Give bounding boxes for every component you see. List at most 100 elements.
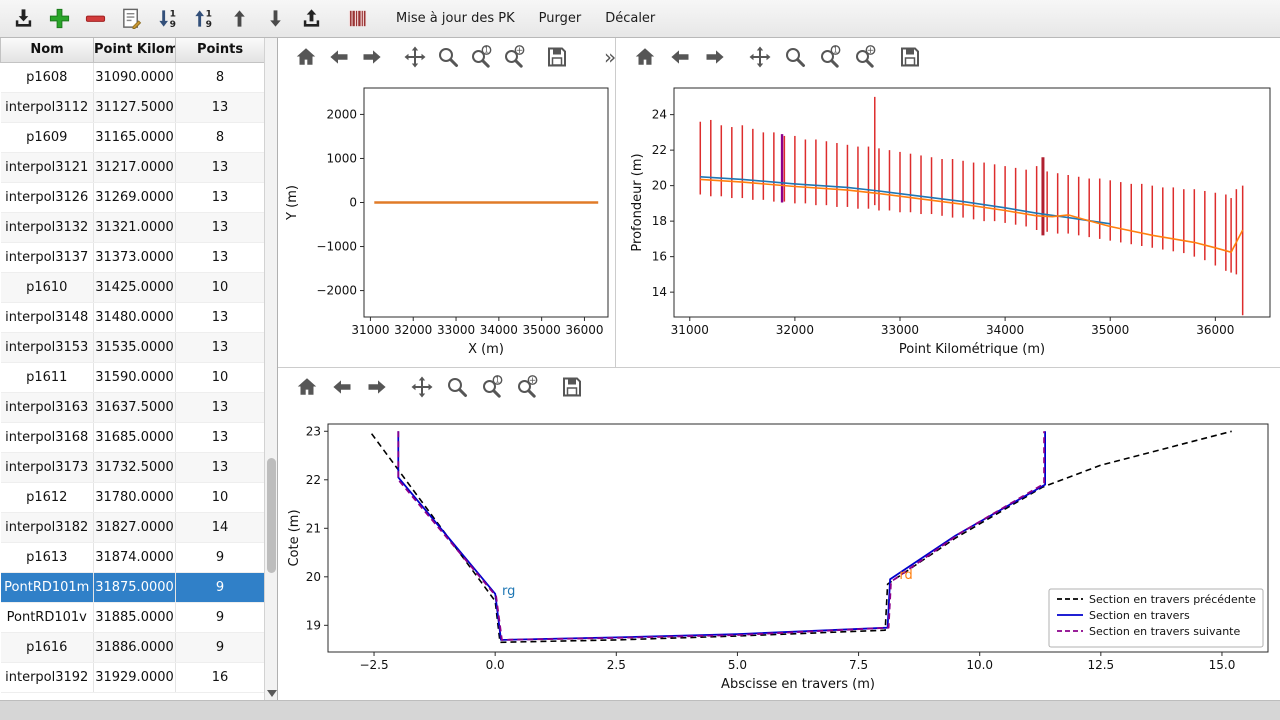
cell-points: 13	[175, 92, 265, 123]
toolbar-overflow-indicator[interactable]: »	[604, 45, 617, 69]
cell-nom: interpol3137	[0, 242, 94, 273]
cell-nom: p1608	[0, 62, 94, 93]
svg-text:0: 0	[349, 196, 357, 210]
cell-nom: interpol3192	[0, 662, 94, 693]
cell-nom: p1611	[0, 362, 94, 393]
pan-button[interactable]	[403, 44, 427, 70]
cell-point-kilometrique: 31090.0000	[93, 62, 176, 93]
sections-button[interactable]	[342, 5, 372, 33]
svg-text:36000: 36000	[1196, 323, 1234, 337]
table-row[interactable]: p1608 31090.0000 8	[0, 62, 265, 93]
table-row[interactable]: interpol3192 31929.0000 16	[0, 662, 265, 693]
cell-point-kilometrique: 31373.0000	[93, 242, 176, 273]
save-button[interactable]	[545, 44, 569, 70]
save-button[interactable]	[897, 44, 923, 70]
scrollbar-thumb[interactable]	[267, 458, 276, 573]
forward-icon	[360, 45, 384, 69]
table-row[interactable]: p1609 31165.0000 8	[0, 122, 265, 153]
home-button[interactable]	[632, 44, 658, 70]
svg-text:Section en travers suivante: Section en travers suivante	[1089, 625, 1240, 638]
export-icon	[300, 7, 323, 30]
table-row[interactable]: PontRD101v 31885.0000 9	[0, 602, 265, 633]
zoom-button[interactable]	[444, 374, 470, 400]
forward-button[interactable]	[702, 44, 728, 70]
zoom-one-button[interactable]	[469, 44, 493, 70]
cell-points: 13	[175, 212, 265, 243]
remove-button[interactable]	[80, 5, 110, 33]
plan-view-plot: » 31000 32000 33000 34000 35000 36000 −2000 −10…	[278, 38, 616, 367]
cell-points: 13	[175, 152, 265, 183]
back-button[interactable]	[327, 44, 351, 70]
pan-icon	[403, 45, 427, 69]
back-button[interactable]	[667, 44, 693, 70]
import-button[interactable]	[8, 5, 38, 33]
table-row[interactable]: interpol3126 31269.0000 13	[0, 182, 265, 213]
column-header-point-kilometrique[interactable]: Point Kilométrique	[93, 38, 176, 63]
table-row[interactable]: interpol3121 31217.0000 13	[0, 152, 265, 183]
cell-nom: PontRD101m	[0, 572, 94, 603]
forward-button[interactable]	[360, 44, 384, 70]
pan-button[interactable]	[747, 44, 773, 70]
move-down-button[interactable]	[260, 5, 290, 33]
zoom-plus-button[interactable]	[852, 44, 878, 70]
cell-points: 10	[175, 272, 265, 303]
purger-button[interactable]: Purger	[529, 6, 592, 31]
svg-text:X (m): X (m)	[468, 342, 504, 357]
sort-asc-button[interactable]	[188, 5, 218, 33]
column-header-points[interactable]: Points	[175, 38, 265, 63]
table-scrollbar[interactable]	[264, 38, 277, 700]
home-button[interactable]	[294, 374, 320, 400]
zoom-icon	[445, 375, 469, 399]
move-up-button[interactable]	[224, 5, 254, 33]
cell-points: 8	[175, 62, 265, 93]
cell-points: 10	[175, 362, 265, 393]
table-row[interactable]: interpol3182 31827.0000 14	[0, 512, 265, 543]
zoom-one-button[interactable]	[479, 374, 505, 400]
edit-button[interactable]	[116, 5, 146, 33]
zoom-plus-button[interactable]	[502, 44, 526, 70]
save-button[interactable]	[559, 374, 585, 400]
table-row[interactable]: p1616 31886.0000 9	[0, 632, 265, 663]
zoom-plus-button[interactable]	[514, 374, 540, 400]
cross-section-canvas[interactable]: −2.5 0.0 2.5 5.0 7.5 10.0 12.5 15.0 19 20 21 22 23 Ab…	[278, 406, 1278, 700]
table-row[interactable]: p1612 31780.0000 10	[0, 482, 265, 513]
cell-points: 16	[175, 662, 265, 693]
cell-points: 14	[175, 512, 265, 543]
table-row[interactable]: interpol3153 31535.0000 13	[0, 332, 265, 363]
decaler-button[interactable]: Décaler	[595, 6, 665, 31]
table-row[interactable]: interpol3173 31732.5000 13	[0, 452, 265, 483]
forward-button[interactable]	[364, 374, 390, 400]
home-button[interactable]	[294, 44, 318, 70]
zoom-button[interactable]	[782, 44, 808, 70]
column-header-nom[interactable]: Nom	[0, 38, 94, 63]
svg-text:15.0: 15.0	[1209, 658, 1236, 672]
back-button[interactable]	[329, 374, 355, 400]
table-row[interactable]: interpol3163 31637.5000 13	[0, 392, 265, 423]
mise-a-jour-des-pk-button[interactable]: Mise à jour des PK	[386, 6, 525, 31]
table-row[interactable]: p1611 31590.0000 10	[0, 362, 265, 393]
plan-view-canvas[interactable]: 31000 32000 33000 34000 35000 36000 −2000 −1000…	[278, 76, 614, 367]
table-row[interactable]: interpol3148 31480.0000 13	[0, 302, 265, 333]
table-row[interactable]: interpol3112 31127.5000 13	[0, 92, 265, 123]
cell-points: 13	[175, 302, 265, 333]
export-button[interactable]	[296, 5, 326, 33]
sort-desc-button[interactable]	[152, 5, 182, 33]
zoom-one-button[interactable]	[817, 44, 843, 70]
add-button[interactable]	[44, 5, 74, 33]
scrollbar-down-icon[interactable]	[267, 690, 277, 697]
back-icon	[330, 375, 354, 399]
svg-text:5.0: 5.0	[728, 658, 747, 672]
table-row[interactable]: PontRD101m 31875.0000 9	[0, 572, 265, 603]
table-row[interactable]: p1610 31425.0000 10	[0, 272, 265, 303]
longitudinal-profile-canvas[interactable]: 31000 32000 33000 34000 35000 36000 14 16 18 20 22…	[616, 76, 1280, 367]
cell-points: 10	[175, 482, 265, 513]
pan-button[interactable]	[409, 374, 435, 400]
zoom-button[interactable]	[436, 44, 460, 70]
zoom-icon	[783, 45, 807, 69]
table-row[interactable]: p1613 31874.0000 9	[0, 542, 265, 573]
table-row[interactable]: interpol3132 31321.0000 13	[0, 212, 265, 243]
table-row[interactable]: interpol3137 31373.0000 13	[0, 242, 265, 273]
zoom-icon	[436, 45, 460, 69]
toolbar-text-group: Mise à jour des PK Purger Décaler	[386, 6, 665, 31]
table-row[interactable]: interpol3168 31685.0000 13	[0, 422, 265, 453]
